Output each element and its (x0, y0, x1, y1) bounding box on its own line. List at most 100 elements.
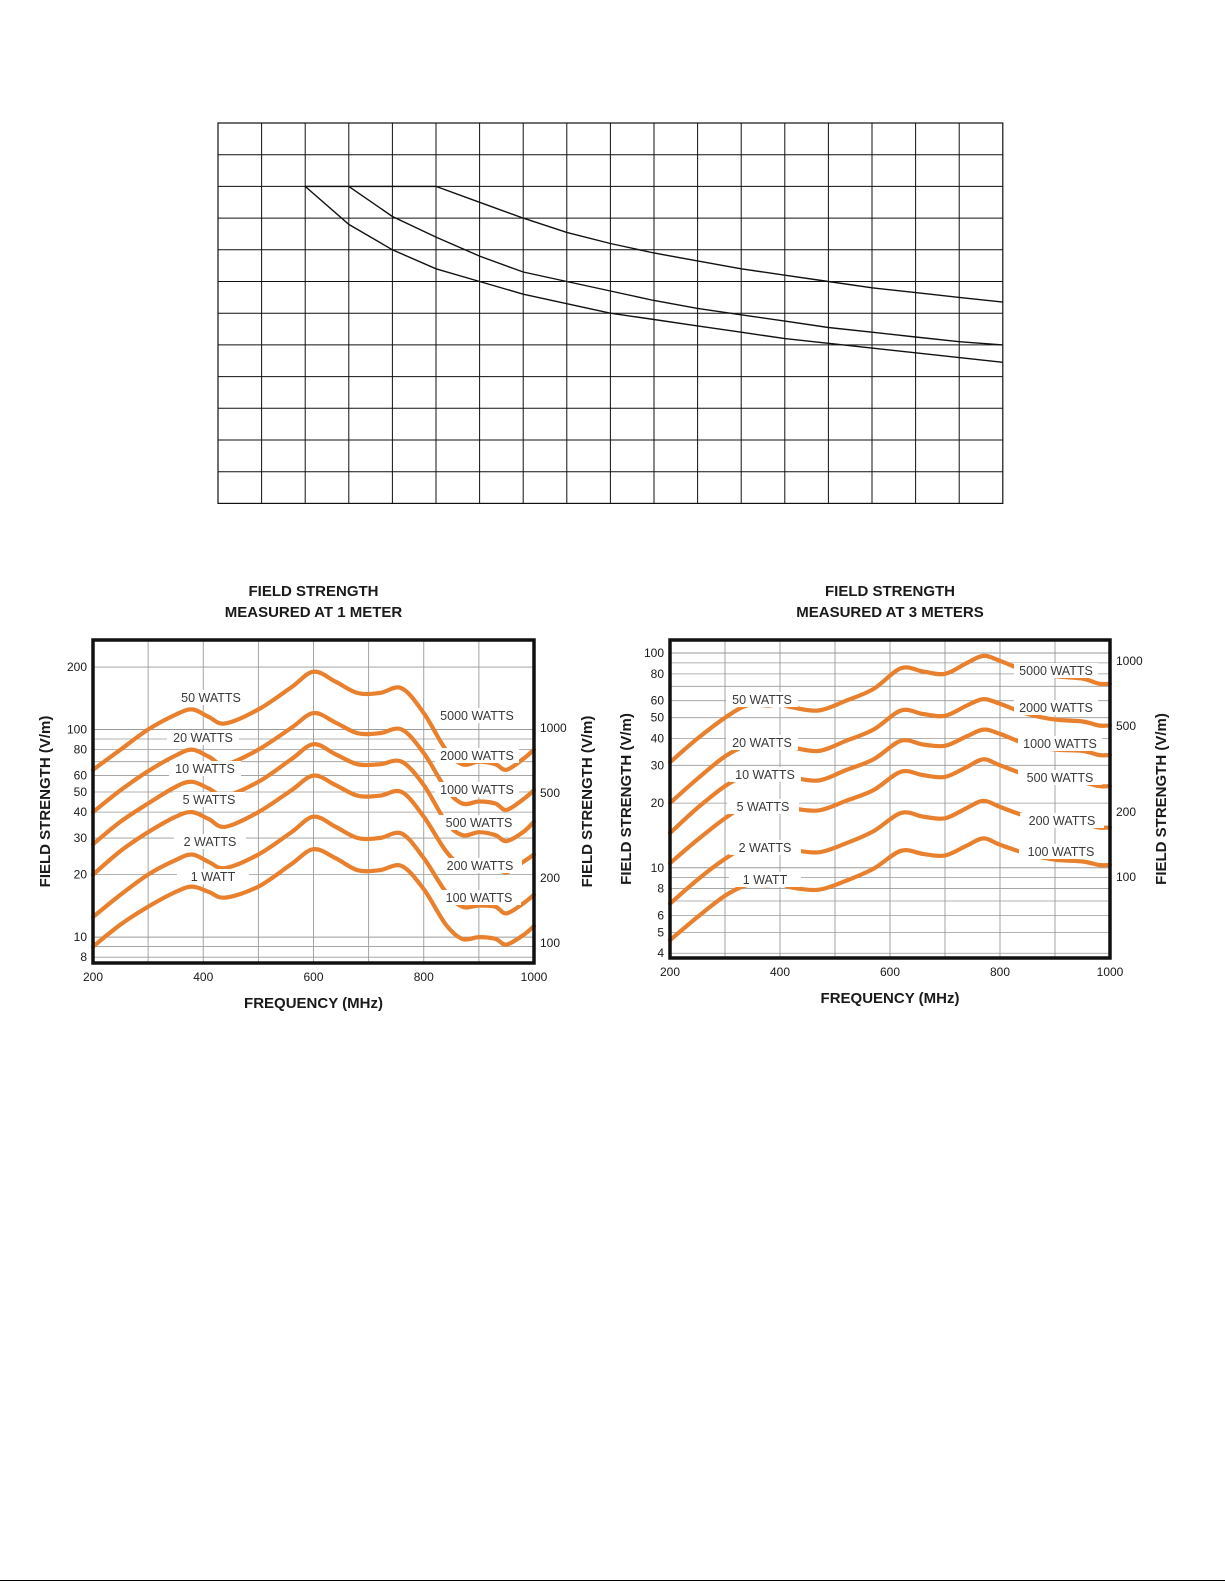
series-label-background (435, 708, 519, 723)
y-tick-label: 20 (651, 796, 665, 810)
series-label-background (173, 792, 245, 807)
y-tick-label: 80 (74, 743, 88, 757)
x-tick-label: 1000 (521, 970, 548, 984)
series-label-right: 2000 WATTS (1019, 701, 1093, 715)
y-tick-label: 50 (74, 785, 88, 799)
y-tick-label-right: 500 (1116, 719, 1136, 733)
y-tick-label: 40 (74, 805, 88, 819)
series-label-background (726, 692, 798, 707)
series-label-background (437, 890, 521, 905)
y-tick-label-right: 500 (540, 786, 560, 800)
series-label-right: 100 WATTS (446, 891, 513, 905)
series-line-6 (90, 847, 537, 949)
series-label-background (174, 834, 246, 849)
series-label-right: 2000 WATTS (440, 749, 514, 763)
series-label: 2 WATTS (739, 841, 792, 855)
series-label: 10 WATTS (735, 768, 795, 782)
series-label: 20 WATTS (732, 736, 792, 750)
y-axis-label: FIELD STRENGTH (V/m) (618, 713, 635, 885)
y-tick-label: 200 (67, 660, 87, 674)
y-tick-label: 60 (651, 694, 665, 708)
series-label-background (1020, 813, 1104, 828)
page-bottom-rule (0, 1580, 1225, 1581)
y-tick-label: 40 (651, 731, 665, 745)
plot-frame (91, 638, 536, 965)
series-label-background (169, 761, 241, 776)
y-tick-label-right: 1000 (540, 721, 567, 735)
series-label-background (726, 735, 798, 750)
series-label-background (167, 730, 239, 745)
y-tick-label-right: 100 (1116, 870, 1136, 884)
series-label-right: 1000 WATTS (1023, 737, 1097, 751)
series-label-right: 200 WATTS (1029, 814, 1096, 828)
y-axis-label-right: FIELD STRENGTH (V/m) (1153, 713, 1170, 885)
series-line-3 (90, 742, 537, 847)
x-tick-label: 400 (193, 970, 213, 984)
y-tick-label: 5 (657, 925, 664, 939)
series-label-right: 200 WATTS (447, 859, 514, 873)
series-label-background (438, 858, 522, 873)
series-label-right: 1000 WATTS (440, 783, 514, 797)
y-tick-label-right: 1000 (1116, 654, 1143, 668)
series-label: 20 WATTS (173, 731, 233, 745)
series-label: 50 WATTS (181, 691, 241, 705)
x-tick-label: 1000 (1097, 965, 1124, 979)
field-strength-chart-1: FIELD STRENGTH MEASURED AT 1 METER 50 WATT… (37, 583, 596, 1012)
y-tick-label: 6 (657, 908, 664, 922)
x-axis-label: FREQUENCY (MHz) (244, 995, 383, 1012)
series-label-background (177, 869, 249, 884)
series-label-right: 500 WATTS (446, 816, 513, 830)
series-label-right: 5000 WATTS (1019, 664, 1093, 678)
grid-curve-2 (348, 185, 1003, 346)
y-tick-label: 80 (651, 667, 665, 681)
x-tick-label: 400 (770, 965, 790, 979)
y-tick-label: 100 (644, 646, 664, 660)
y-tick-label: 50 (651, 711, 665, 725)
series-label-background (1014, 663, 1098, 678)
x-tick-label: 600 (303, 970, 323, 984)
y-tick-label: 4 (657, 946, 664, 960)
y-tick-label-right: 200 (1116, 805, 1136, 819)
y-tick-label: 100 (67, 723, 87, 737)
chart-title: FIELD STRENGTH (825, 583, 955, 600)
plot-frame (668, 638, 1112, 960)
y-tick-label: 8 (657, 882, 664, 896)
x-tick-label: 200 (660, 965, 680, 979)
series-label-background (175, 690, 247, 705)
y-tick-label-right: 200 (540, 871, 560, 885)
series-label: 5 WATTS (737, 800, 790, 814)
series-label-background (729, 872, 801, 887)
grid-curve-1 (304, 185, 1003, 363)
series-label-background (435, 782, 519, 797)
series-line-5 (90, 814, 537, 920)
x-axis-label: FREQUENCY (MHz) (821, 990, 960, 1007)
y-tick-label: 60 (74, 769, 88, 783)
series-label: 5 WATTS (183, 793, 236, 807)
series-label: 1 WATT (191, 870, 236, 884)
chart-subtitle: MEASURED AT 1 METER (225, 604, 403, 621)
series-label-background (1018, 770, 1102, 785)
y-tick-label: 8 (80, 950, 87, 964)
grid-curve-3 (435, 185, 1003, 303)
y-tick-label: 10 (74, 930, 88, 944)
series-label: 1 WATT (743, 873, 788, 887)
y-axis-label: FIELD STRENGTH (V/m) (37, 716, 54, 888)
chart-subtitle: MEASURED AT 3 METERS (796, 604, 984, 621)
grid-chart (217, 122, 1004, 504)
series-label: 2 WATTS (184, 835, 237, 849)
chart-title: FIELD STRENGTH (249, 583, 379, 600)
series-label-background (437, 815, 521, 830)
y-tick-label: 30 (74, 831, 88, 845)
series-label-background (1019, 844, 1103, 859)
series-label-background (727, 799, 799, 814)
series-line-2 (90, 710, 537, 815)
field-strength-chart-2: FIELD STRENGTH MEASURED AT 3 METERS 50 WAT… (618, 583, 1170, 1007)
series-label-right: 100 WATTS (1028, 845, 1095, 859)
x-tick-label: 600 (880, 965, 900, 979)
y-tick-label: 20 (74, 868, 88, 882)
y-tick-label: 30 (651, 758, 665, 772)
series-label-background (435, 748, 519, 763)
series-label-background (1014, 700, 1098, 715)
series-label-background (1018, 736, 1102, 751)
